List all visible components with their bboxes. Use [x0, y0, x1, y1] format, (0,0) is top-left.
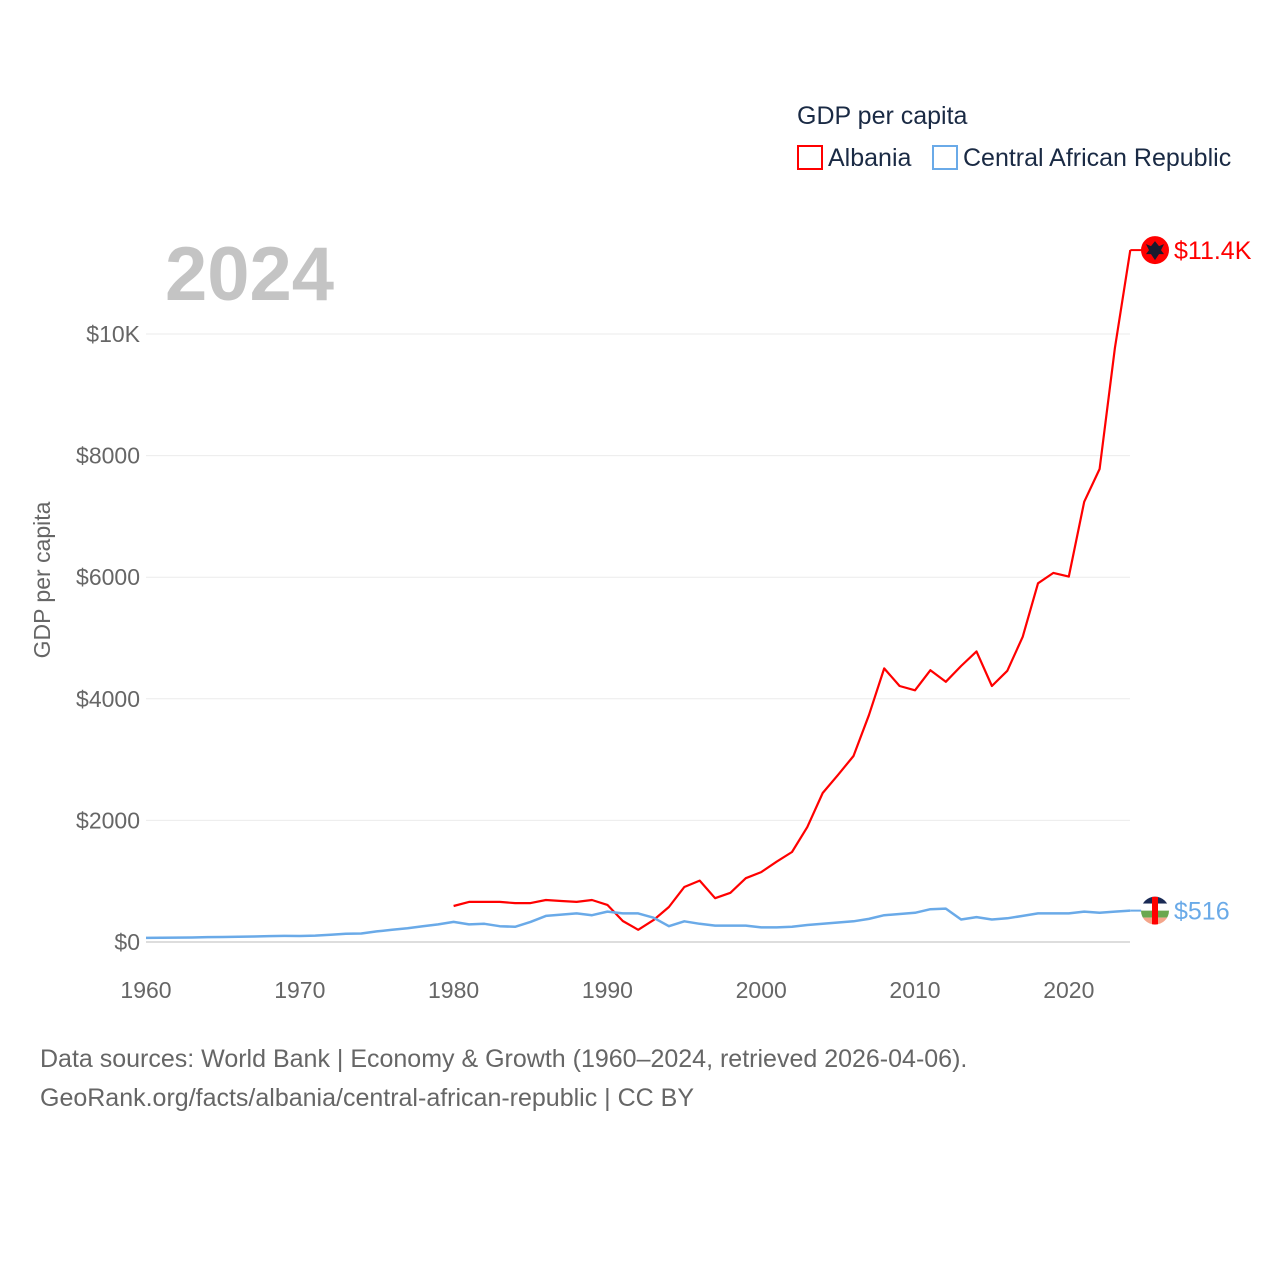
y-axis-label: GDP per capita — [29, 501, 55, 658]
car-flag-icon — [1141, 896, 1169, 925]
footer-url[interactable]: GeoRank.org/facts/albania/central-africa… — [40, 1084, 695, 1112]
legend-title: GDP per capita — [797, 102, 968, 130]
x-tick-label: 2020 — [1043, 977, 1094, 1003]
y-tick-label: $2000 — [76, 807, 140, 833]
legend-swatch-car — [932, 145, 958, 170]
footer-sources: Data sources: World Bank | Economy & Gro… — [40, 1045, 968, 1073]
x-tick-label: 1960 — [120, 977, 171, 1003]
year-watermark: 2024 — [165, 232, 334, 317]
x-tick-label: 2010 — [889, 977, 940, 1003]
y-tick-label: $8000 — [76, 443, 140, 469]
x-tick-label: 1990 — [582, 977, 633, 1003]
x-tick-label: 1980 — [428, 977, 479, 1003]
series-line-albania[interactable] — [453, 249, 1132, 931]
legend-swatch-albania — [797, 145, 823, 170]
albania-flag-icon — [1141, 236, 1169, 265]
end-value-label: $11.4K — [1174, 237, 1252, 265]
y-tick-label: $0 — [114, 929, 140, 955]
end-value-label: $516 — [1174, 898, 1230, 926]
y-tick-label: $6000 — [76, 564, 140, 590]
legend-label-car[interactable]: Central African Republic — [963, 144, 1231, 172]
y-tick-label: $10K — [86, 321, 140, 347]
x-tick-label: 2000 — [736, 977, 787, 1003]
legend-label-albania[interactable]: Albania — [828, 144, 911, 172]
x-tick-label: 1970 — [274, 977, 325, 1003]
y-tick-label: $4000 — [76, 686, 140, 712]
series-line-car[interactable] — [145, 907, 1131, 940]
